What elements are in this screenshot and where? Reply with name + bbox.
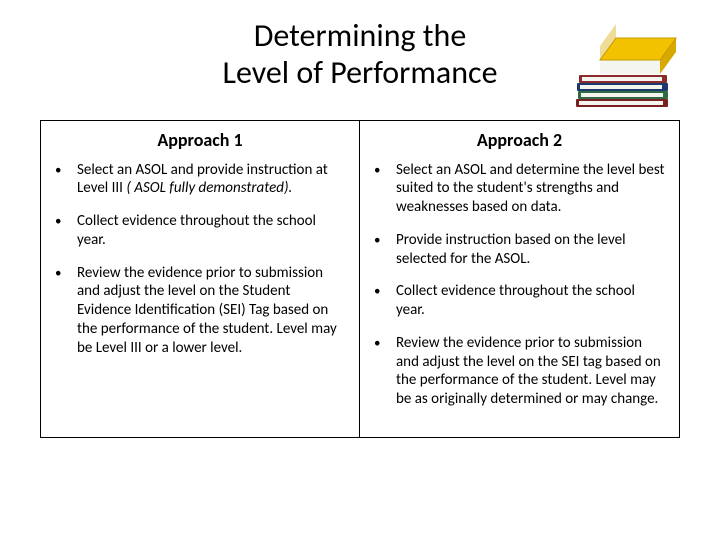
comparison-table: Approach 1 • Select an ASOL and provide … [40,120,680,438]
list-item-text: Select an ASOL and provide instruction a… [77,161,345,199]
list-item: • Collect evidence throughout the school… [374,282,665,320]
approach-2-list: • Select an ASOL and determine the level… [374,161,665,409]
bullet-icon: • [374,334,396,352]
list-item: • Select an ASOL and provide instruction… [55,161,345,199]
approach-1-list: • Select an ASOL and provide instruction… [55,161,345,358]
list-item: • Review the evidence prior to submissio… [374,334,665,409]
title-line-1: Determining the [254,16,467,55]
title-line-2: Level of Performance [223,53,498,92]
list-item-text: Collect evidence throughout the school y… [77,212,345,250]
bullet-icon: • [374,231,396,249]
approach-2-column: Approach 2 • Select an ASOL and determin… [360,121,679,437]
approach-1-header: Approach 1 [55,121,345,161]
approach-2-header: Approach 2 [374,121,665,161]
bullet-icon: • [374,161,396,179]
bullet-icon: • [55,212,77,230]
list-item-text: Provide instruction based on the level s… [396,231,665,269]
list-item: • Select an ASOL and determine the level… [374,161,665,217]
list-item-text: Select an ASOL and determine the level b… [396,161,665,217]
bullet-icon: • [55,161,77,179]
slide: Determining the Level of Performance App… [0,0,720,540]
bullet-icon: • [374,282,396,300]
list-item-text: Review the evidence prior to submission … [77,264,345,358]
list-item-text: Review the evidence prior to submission … [396,334,665,409]
list-item: • Review the evidence prior to submissio… [55,264,345,358]
list-item: • Provide instruction based on the level… [374,231,665,269]
list-item-text: Collect evidence throughout the school y… [396,282,665,320]
slide-title: Determining the Level of Performance [40,18,680,92]
bullet-icon: • [55,264,77,282]
approach-1-column: Approach 1 • Select an ASOL and provide … [41,121,360,437]
list-item: • Collect evidence throughout the school… [55,212,345,250]
